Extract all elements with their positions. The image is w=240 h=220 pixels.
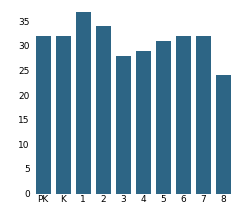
Bar bbox=[216, 75, 231, 194]
Bar bbox=[176, 36, 191, 194]
Bar bbox=[156, 41, 171, 194]
Bar bbox=[96, 26, 111, 194]
Bar bbox=[56, 36, 71, 194]
Bar bbox=[136, 51, 151, 194]
Bar bbox=[196, 36, 211, 194]
Bar bbox=[36, 36, 51, 194]
Bar bbox=[116, 56, 131, 194]
Bar bbox=[76, 11, 91, 194]
